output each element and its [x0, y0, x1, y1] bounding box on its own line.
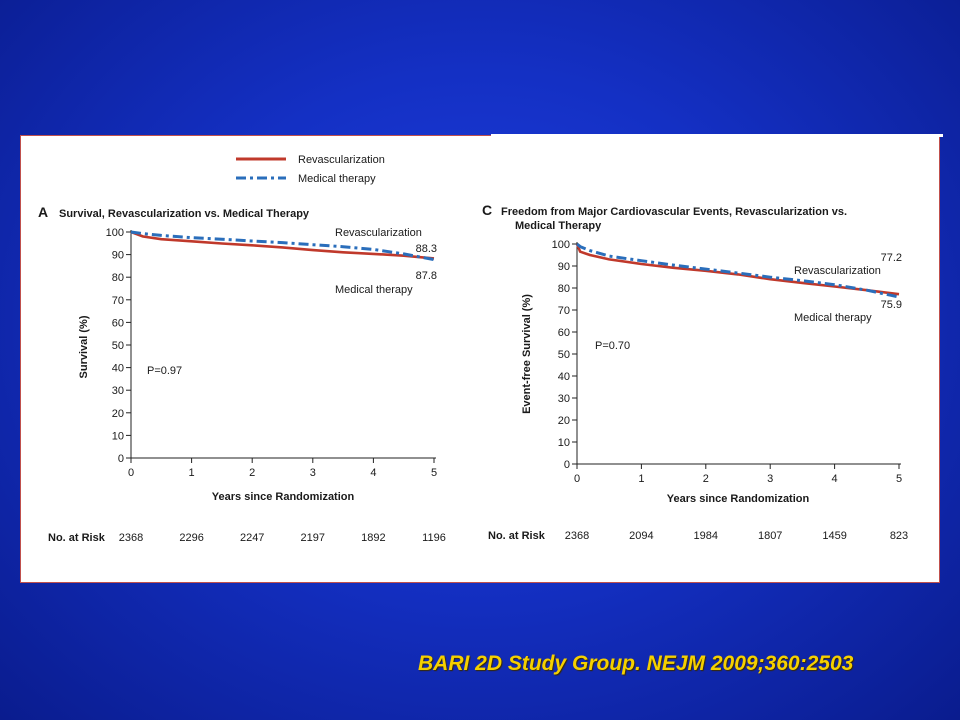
- citation: BARI 2D Study Group. NEJM 2009;360:2503: [418, 652, 854, 675]
- panel-a-risk-label: No. at Risk: [48, 532, 106, 544]
- panel-a-ytick-label: 50: [112, 340, 124, 352]
- panel-c-risk-value: 1984: [694, 530, 718, 542]
- legend-label-medical-therapy: Medical therapy: [298, 173, 376, 185]
- panel-a-series-medical-therapy: [130, 230, 435, 262]
- panel-a-ytick-label: 100: [106, 227, 124, 239]
- legend-label-revascularization: Revascularization: [298, 154, 385, 166]
- panel-a-ytick-label: 20: [112, 408, 124, 420]
- panel-c-xtick-label: 4: [832, 473, 838, 485]
- panel-a-ytick-label: 10: [112, 430, 124, 442]
- figure-panel: Revascularization Medical therapy A Surv…: [20, 134, 943, 583]
- panel-c-title-line2: Medical Therapy: [515, 220, 602, 232]
- panel-c-risk-value: 823: [890, 530, 908, 542]
- panel-c-end-label: 77.2: [881, 252, 902, 264]
- panel-c-ytick-label: 80: [558, 283, 570, 295]
- panel-a-pvalue: P=0.97: [147, 365, 182, 377]
- panel-a-plot: 0 10 20 30 40 50 60 70 80 90 100 0 1 2 3 4 5 88.3 87.8 2368…: [106, 227, 446, 544]
- panel-c-pvalue: P=0.70: [595, 340, 630, 352]
- panel-c-ylabel: Event-free Survival (%): [521, 294, 533, 414]
- panel-c-annotation-medical-therapy: Medical therapy: [794, 312, 872, 324]
- panel-c-risk-value: 2094: [629, 530, 653, 542]
- panel-c-risk-value: 2368: [565, 530, 589, 542]
- panel-a-end-label: 88.3: [416, 243, 437, 255]
- panel-c-ytick-label: 90: [558, 261, 570, 273]
- panel-c-xtick-label: 1: [638, 473, 644, 485]
- panel-a-xlabel: Years since Randomization: [212, 491, 355, 503]
- panel-a-risk-value: 1892: [361, 532, 385, 544]
- panel-c-letter: C: [482, 202, 492, 218]
- panel-c-ytick-label: 40: [558, 371, 570, 383]
- panel-a-risk-value: 1196: [422, 532, 446, 544]
- panel-a-risk-value: 2296: [179, 532, 203, 544]
- panel-c-ytick-label: 100: [552, 239, 570, 251]
- panel-c-ytick-label: 70: [558, 305, 570, 317]
- panel-a-letter: A: [38, 204, 48, 220]
- panel-a-ytick-label: 0: [118, 453, 124, 465]
- panel-c-series-revascularization: [575, 243, 900, 296]
- panel-a-risk-value: 2247: [240, 532, 264, 544]
- panel-a-annotation-revascularization: Revascularization: [335, 227, 422, 239]
- panel-c-xtick-label: 5: [896, 473, 902, 485]
- panel-c-xtick-label: 0: [574, 473, 580, 485]
- panel-a-xtick-label: 1: [189, 467, 195, 479]
- panel-c-ytick-label: 50: [558, 349, 570, 361]
- panel-c-xtick-label: 2: [703, 473, 709, 485]
- panel-c-end-label: 75.9: [881, 299, 902, 311]
- panel-a-ytick-label: 70: [112, 295, 124, 307]
- legend: Revascularization Medical therapy: [236, 154, 385, 185]
- panel-c-xlabel: Years since Randomization: [667, 493, 810, 505]
- panel-c-ytick-label: 60: [558, 327, 570, 339]
- panel-a-ytick-label: 30: [112, 385, 124, 397]
- panel-c-ytick-label: 0: [564, 459, 570, 471]
- panel-c-ytick-label: 20: [558, 415, 570, 427]
- panel-c-ytick-label: 10: [558, 437, 570, 449]
- panel-a-series-revascularization: [130, 230, 435, 260]
- panel-a-xtick-label: 3: [310, 467, 316, 479]
- panel-a-ylabel: Survival (%): [78, 315, 90, 378]
- km-charts: Revascularization Medical therapy A Surv…: [38, 154, 909, 544]
- panel-c-annotation-revascularization: Revascularization: [794, 265, 881, 277]
- panel-c-risk-value: 1459: [822, 530, 846, 542]
- panel-a-xtick-label: 4: [370, 467, 376, 479]
- panel-a-xtick-label: 2: [249, 467, 255, 479]
- panel-a-ytick-label: 80: [112, 272, 124, 284]
- panel-a-ytick-label: 60: [112, 317, 124, 329]
- panel-c-title-line1: Freedom from Major Cardiovascular Events…: [501, 206, 847, 218]
- panel-notch: [491, 134, 943, 137]
- panel-a-annotation-medical-therapy: Medical therapy: [335, 284, 413, 296]
- panel-a-risk-value: 2368: [119, 532, 143, 544]
- panel-c-risk-value: 1807: [758, 530, 782, 542]
- panel-a-ytick-label: 90: [112, 250, 124, 262]
- panel-c-plot: 0 10 20 30 40 50 60 70 80 90 100 0 1 2 3 4 5 77.2 75.9 2368…: [552, 239, 909, 542]
- panel-c-series-medical-therapy: [576, 242, 900, 299]
- panel-c-xtick-label: 3: [767, 473, 773, 485]
- panel-a-ytick-label: 40: [112, 363, 124, 375]
- panel-a-xtick-label: 5: [431, 467, 437, 479]
- panel-c-risk-label: No. at Risk: [488, 530, 546, 542]
- panel-a-xtick-label: 0: [128, 467, 134, 479]
- panel-c-ytick-label: 30: [558, 393, 570, 405]
- panel-a-end-label: 87.8: [416, 270, 437, 282]
- panel-a-risk-value: 2197: [301, 532, 325, 544]
- panel-a-title: Survival, Revascularization vs. Medical …: [59, 208, 310, 220]
